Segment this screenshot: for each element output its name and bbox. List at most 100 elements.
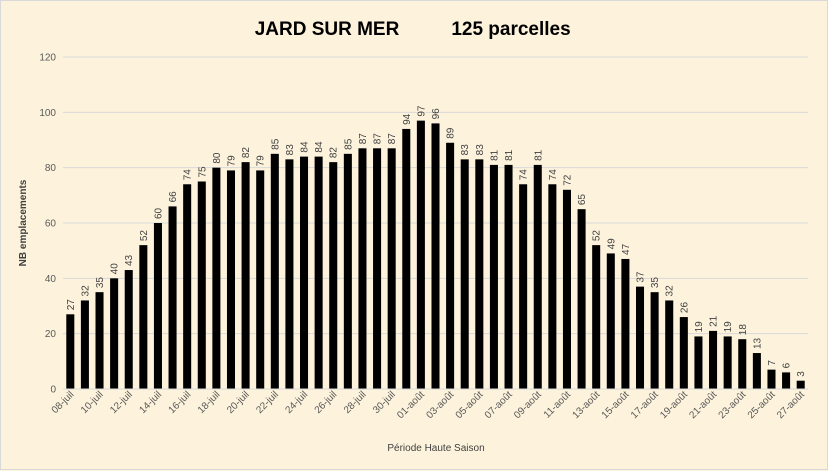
y-axis-title: NB emplacements [18, 179, 29, 266]
bar [723, 336, 732, 389]
data-label: 66 [168, 191, 179, 203]
data-label: 19 [694, 321, 705, 333]
data-label: 85 [270, 138, 281, 150]
bar [635, 286, 645, 389]
bar [446, 142, 455, 389]
x-tick-label: 18-juil [196, 389, 223, 416]
x-tick-label: 13-août [571, 389, 603, 421]
data-label: 84 [300, 141, 311, 153]
bar [577, 209, 586, 389]
data-label: 72 [562, 174, 573, 186]
bar [329, 162, 338, 389]
y-axis-ticks: 0 20 40 60 80 100 120 [39, 53, 56, 396]
bar [548, 184, 557, 389]
x-tick-label: 10-juil [79, 389, 106, 416]
bar [373, 148, 382, 389]
data-label: 81 [533, 149, 544, 161]
data-label: 35 [650, 277, 661, 289]
bar [504, 164, 513, 389]
data-label: 84 [314, 141, 325, 153]
data-label: 79 [226, 155, 237, 167]
data-label: 89 [446, 127, 457, 139]
bar [694, 336, 703, 389]
bar [387, 148, 396, 389]
bar [300, 156, 309, 389]
y-tick-label: 80 [45, 163, 57, 174]
bar [80, 300, 89, 389]
bar [402, 128, 411, 389]
data-label: 37 [636, 271, 647, 283]
y-tick-label: 40 [45, 274, 57, 285]
y-tick-label: 120 [39, 53, 56, 64]
data-label: 60 [153, 207, 164, 219]
bar [796, 380, 805, 389]
x-tick-label: 05-août [454, 389, 486, 421]
bar [752, 353, 761, 389]
bar [358, 148, 367, 389]
data-label: 6 [782, 362, 793, 368]
x-tick-label: 01-août [395, 389, 427, 421]
x-tick-label: 09-août [512, 389, 544, 421]
x-tick-label: 28-juil [342, 389, 369, 416]
data-label: 82 [329, 147, 340, 159]
bar [139, 245, 148, 389]
bar [665, 300, 674, 389]
data-label: 97 [416, 105, 427, 117]
chart-subtitle: 125 parcelles [451, 19, 570, 40]
bar [650, 292, 659, 389]
bar-series [66, 120, 805, 390]
data-label: 81 [489, 149, 500, 161]
x-tick-label: 12-juil [108, 389, 135, 416]
x-tick-label: 20-juil [225, 389, 252, 416]
x-tick-label: 11-août [542, 389, 573, 420]
x-tick-label: 30-juil [371, 389, 398, 416]
bar [124, 270, 133, 389]
y-tick-label: 100 [39, 108, 56, 119]
y-tick-label: 20 [45, 329, 57, 340]
data-label: 32 [80, 285, 91, 297]
data-label: 75 [197, 166, 208, 178]
bar [475, 159, 484, 389]
bar [489, 164, 498, 389]
data-label: 65 [577, 194, 588, 206]
bar [226, 170, 236, 389]
data-label: 32 [665, 285, 676, 297]
data-label: 79 [256, 155, 267, 167]
bar [314, 156, 323, 389]
data-label: 94 [402, 113, 413, 125]
data-label: 43 [124, 254, 135, 266]
data-label: 35 [95, 277, 106, 289]
bar [606, 253, 615, 389]
bar [197, 181, 206, 389]
data-label: 82 [241, 147, 252, 159]
data-label: 3 [796, 371, 807, 377]
x-tick-label: 23-août [717, 389, 749, 421]
bar [679, 317, 688, 389]
x-tick-label: 21-août [687, 389, 719, 421]
bar [562, 189, 571, 389]
data-label: 52 [592, 230, 603, 242]
bar [256, 170, 265, 389]
bar [168, 206, 177, 389]
bar [709, 330, 718, 389]
bar [738, 339, 747, 389]
bar [110, 278, 119, 389]
bar [621, 258, 630, 389]
bar [270, 153, 279, 389]
data-label: 83 [475, 144, 486, 156]
x-tick-label: 15-août [600, 389, 632, 421]
bar [241, 162, 250, 389]
data-label: 83 [285, 144, 296, 156]
bar [416, 120, 425, 389]
bar [767, 369, 776, 389]
y-tick-label: 60 [45, 219, 57, 230]
data-label: 87 [373, 133, 384, 145]
y-tick-label: 0 [50, 385, 56, 396]
data-label: 80 [212, 152, 223, 164]
data-label: 40 [110, 263, 121, 275]
bar [183, 184, 192, 389]
x-axis-title: Période Haute Saison [387, 443, 484, 454]
